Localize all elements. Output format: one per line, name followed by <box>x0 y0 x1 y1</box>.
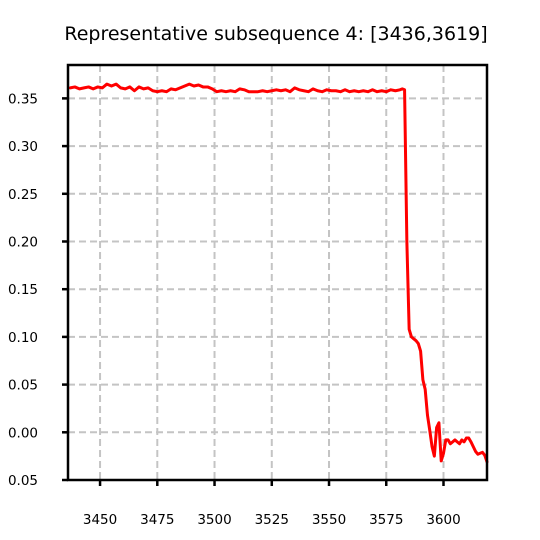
x-tick-label: 3575 <box>369 512 403 528</box>
x-tick-label: 3450 <box>83 512 117 528</box>
y-tick-label: 0.05 <box>8 473 38 489</box>
series-line-0 <box>70 84 487 462</box>
y-tick-label: 0.00 <box>8 425 38 441</box>
x-tick-label: 3550 <box>312 512 346 528</box>
series-layer <box>70 84 487 462</box>
plot-frame <box>68 65 487 480</box>
y-tick-label: 0.35 <box>8 91 38 107</box>
y-tick-label: 0.05 <box>8 378 38 394</box>
y-tick-label: 0.25 <box>8 187 38 203</box>
y-tick-label: 0.15 <box>8 282 38 298</box>
y-tick-label: 0.30 <box>8 139 38 155</box>
y-tick-label: 0.20 <box>8 234 38 250</box>
x-tick-label: 3475 <box>140 512 174 528</box>
chart-title: Representative subsequence 4: [3436,3619… <box>64 23 487 45</box>
x-tick-label: 3500 <box>197 512 231 528</box>
axis-ticks: 3450 3475 3500 3525 3550 3575 3600 0.05 0.00 0.05… <box>8 91 461 528</box>
grid-lines <box>68 65 487 480</box>
x-tick-label: 3600 <box>426 512 460 528</box>
y-tick-label: 0.10 <box>8 330 38 346</box>
x-tick-label: 3525 <box>255 512 289 528</box>
